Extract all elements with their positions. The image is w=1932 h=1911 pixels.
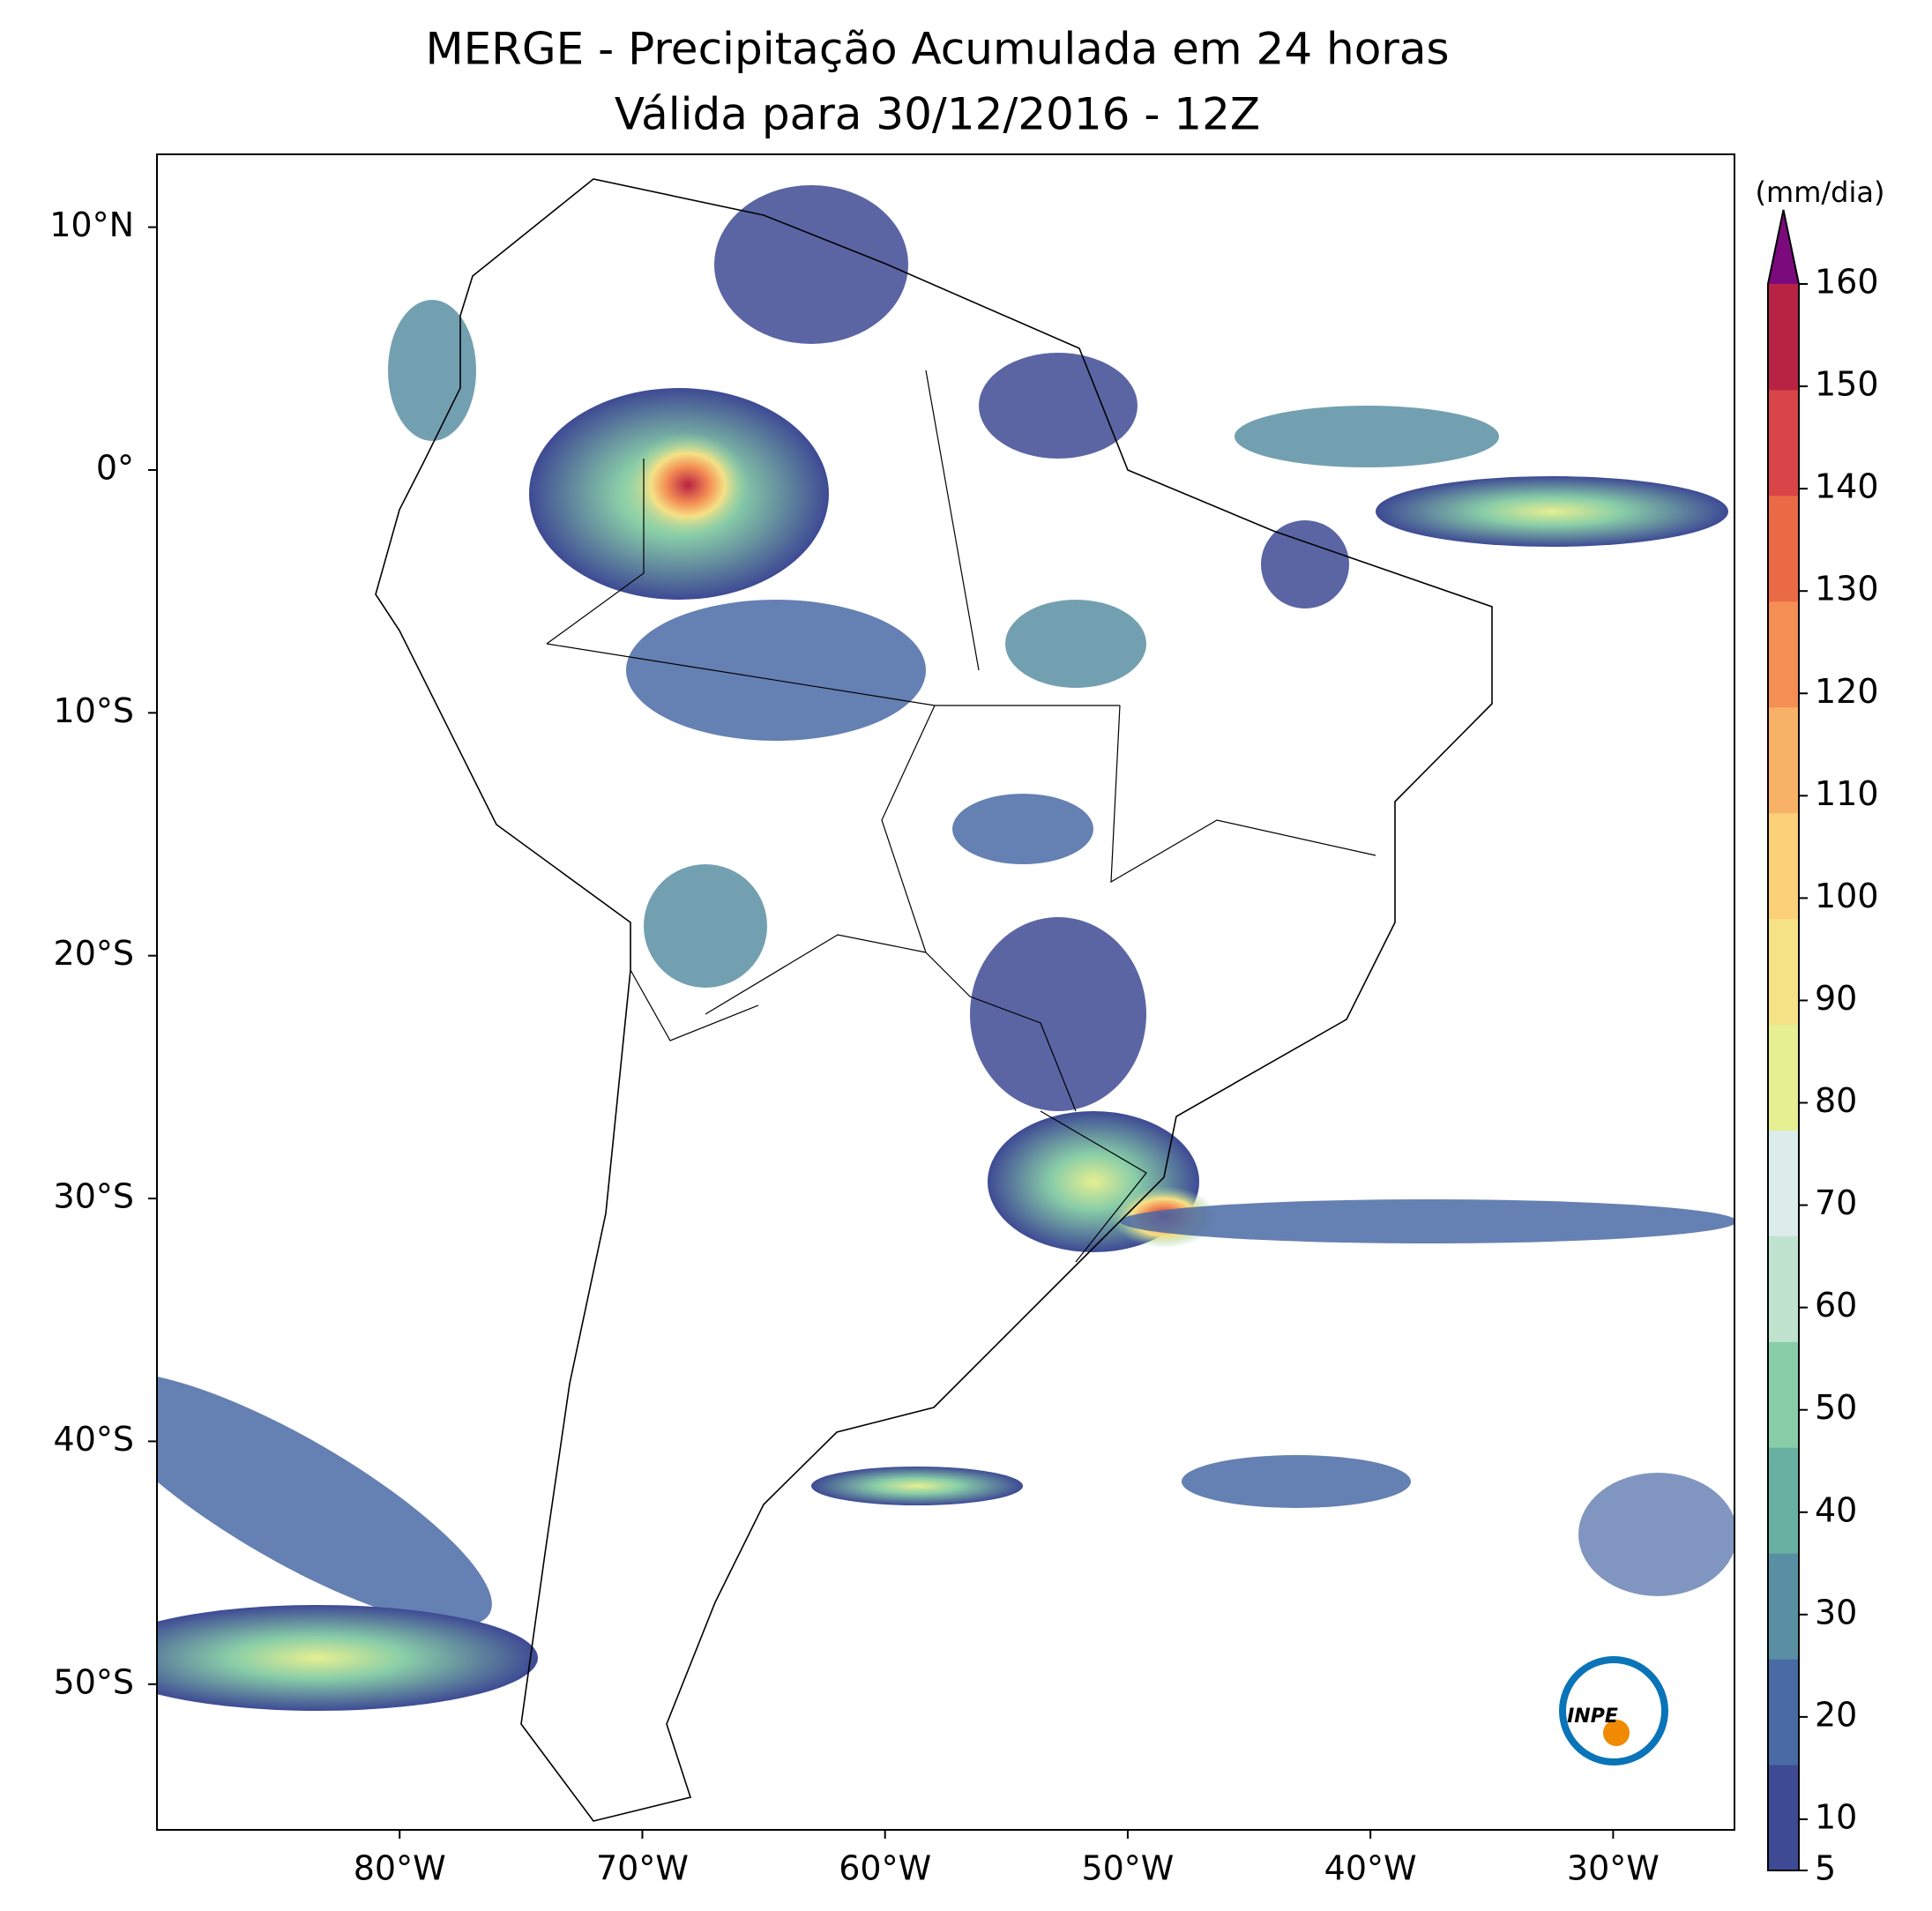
- colorbar-tick-label: 140: [1815, 467, 1879, 506]
- map-frame: [156, 153, 1735, 1831]
- colorbar-segment: [1768, 1765, 1799, 1871]
- x-tick-label: 30°W: [1567, 1849, 1660, 1888]
- colorbar-segment: [1768, 495, 1799, 602]
- y-tick-label: 0°: [96, 448, 134, 487]
- colorbar-segment: [1768, 284, 1799, 391]
- colorbar-tick-label: 130: [1815, 570, 1879, 608]
- colorbar-segment: [1768, 1130, 1799, 1236]
- colorbar-frame: [1767, 209, 1800, 1871]
- colorbar-tick-label: 110: [1815, 774, 1879, 813]
- y-tick-label: 30°S: [54, 1177, 134, 1216]
- colorbar-segment: [1768, 1553, 1799, 1660]
- colorbar-tick-label: 120: [1815, 672, 1879, 711]
- colorbar-tick-label: 5: [1815, 1849, 1836, 1888]
- colorbar-tick-label: 40: [1815, 1490, 1857, 1529]
- logo: INPE: [1559, 1656, 1668, 1765]
- coastline: [375, 178, 1493, 1822]
- x-tick-label: 50°W: [1081, 1849, 1174, 1888]
- colorbar-segment: [1768, 812, 1799, 920]
- colorbar-extend: [1768, 210, 1799, 284]
- colorbar-tick-label: 60: [1815, 1286, 1857, 1325]
- colorbar-tick-label: 10: [1815, 1797, 1857, 1836]
- x-tick-label: 60°W: [839, 1849, 931, 1888]
- colorbar-tick-label: 150: [1815, 365, 1879, 404]
- colorbar-segment: [1768, 1024, 1799, 1131]
- borders: [546, 370, 1376, 1263]
- colorbar-segment: [1768, 918, 1799, 1026]
- colorbar-tick-label: 70: [1815, 1183, 1857, 1222]
- colorbar-segment: [1768, 1659, 1799, 1765]
- y-tick-label: 50°S: [54, 1662, 134, 1701]
- title-line: MERGE - Precipitação Acumulada em 24 hor…: [425, 24, 1449, 75]
- colorbar-tick-label: 90: [1815, 979, 1857, 1018]
- colorbar-label: (mm/dia): [1756, 175, 1885, 209]
- colorbar-tick-label: 20: [1815, 1695, 1857, 1734]
- x-tick-label: 40°W: [1324, 1849, 1417, 1888]
- colorbar-tick-label: 30: [1815, 1593, 1857, 1631]
- y-tick-label: 10°N: [49, 205, 134, 244]
- colorbar-segment: [1768, 1235, 1799, 1342]
- x-tick-label: 80°W: [354, 1849, 446, 1888]
- colorbar-tick-label: 160: [1815, 263, 1879, 302]
- colorbar-tick-label: 80: [1815, 1081, 1857, 1120]
- y-tick-label: 10°S: [54, 691, 134, 730]
- x-tick-label: 70°W: [596, 1849, 689, 1888]
- colorbar-segment: [1768, 1447, 1799, 1554]
- colorbar-tick-label: 50: [1815, 1388, 1857, 1427]
- colorbar-segment: [1768, 1341, 1799, 1448]
- colorbar-segment: [1768, 706, 1799, 814]
- title-line: Válida para 30/12/2016 - 12Z: [615, 89, 1260, 140]
- y-tick-label: 40°S: [54, 1420, 134, 1459]
- logo-text: INPE: [1567, 1706, 1618, 1728]
- colorbar-segment: [1768, 389, 1799, 496]
- precip-field: [157, 185, 1734, 1711]
- y-tick-label: 20°S: [54, 934, 134, 973]
- colorbar-tick-label: 100: [1815, 877, 1879, 915]
- colorbar-segment: [1768, 601, 1799, 708]
